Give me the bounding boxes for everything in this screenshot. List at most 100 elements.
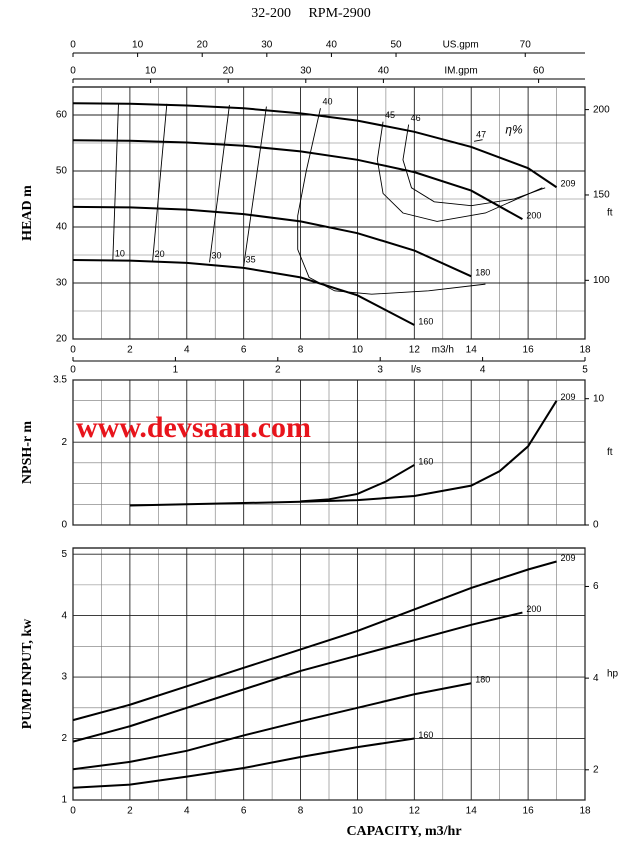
curve-label: 209 — [561, 392, 576, 402]
y-tick-label: 2 — [61, 437, 67, 448]
secondary-tick-label: 1 — [173, 365, 179, 376]
efficiency-label: 46 — [411, 113, 421, 123]
curve — [72, 102, 558, 189]
efficiency-label: 10 — [115, 248, 125, 258]
secondary-tick-label: 5 — [582, 365, 588, 376]
y2-tick-label: 10 — [593, 393, 605, 404]
secondary-tick-label: 30 — [300, 66, 312, 77]
y-tick-label: 20 — [56, 334, 68, 345]
efficiency-curve — [402, 124, 546, 207]
x-tick-label: 14 — [466, 345, 478, 356]
efficiency-label: 35 — [246, 255, 256, 265]
curve-label: 160 — [418, 456, 433, 466]
secondary-tick-label: 50 — [390, 40, 402, 51]
x-tick-label: 0 — [70, 345, 76, 356]
curve-label: 209 — [561, 553, 576, 563]
x-tick-label: 16 — [523, 806, 535, 817]
x-tick-label: 12 — [409, 806, 421, 817]
secondary-tick-label: 20 — [223, 66, 235, 77]
secondary-tick-label: 0 — [70, 66, 76, 77]
y2-tick-label: 150 — [593, 190, 610, 201]
curve — [72, 139, 523, 221]
y2-tick-label: 100 — [593, 275, 610, 286]
y2-tick-label: 200 — [593, 104, 610, 115]
x-tick-label: 12 — [409, 345, 421, 356]
x-tick-label: 16 — [523, 345, 535, 356]
curve — [300, 464, 415, 503]
secondary-tick-label: 60 — [533, 66, 545, 77]
y-axis-title: PUMP INPUT, kw — [20, 618, 35, 729]
y-tick-label: 2 — [61, 733, 67, 744]
x-tick-label: 4 — [184, 345, 190, 356]
y-tick-label: 30 — [56, 278, 68, 289]
y-tick-label: 1 — [61, 795, 67, 806]
secondary-tick-label: 10 — [145, 66, 157, 77]
efficiency-label: 47 — [476, 130, 486, 140]
x-tick-label: 10 — [352, 806, 364, 817]
y-tick-label: 5 — [61, 549, 67, 560]
curve-label: 200 — [526, 211, 541, 221]
y-tick-label: 50 — [56, 166, 68, 177]
x-tick-label: 0 — [70, 806, 76, 817]
efficiency-curve — [297, 108, 486, 295]
y2-tick-label: 4 — [593, 673, 599, 684]
secondary-tick-label: 10 — [132, 40, 144, 51]
efficiency-curve — [376, 121, 543, 222]
x-tick-label: 2 — [127, 806, 133, 817]
curve-label: 209 — [561, 179, 576, 189]
secondary-tick-label: 2 — [275, 365, 281, 376]
y-tick-label: 3.5 — [53, 375, 67, 386]
secondary-tick-label: 4 — [480, 365, 486, 376]
y-tick-label: 3 — [61, 672, 67, 683]
efficiency-curve — [209, 104, 230, 263]
y2-tick-label: 0 — [593, 520, 599, 531]
secondary-axis-label: l/s — [411, 365, 421, 376]
efficiency-label: 30 — [212, 251, 222, 261]
secondary-tick-label: 40 — [378, 66, 390, 77]
curve-label: 200 — [526, 604, 541, 614]
secondary-tick-label: 0 — [70, 365, 76, 376]
secondary-axis-label: IM.gpm — [444, 66, 477, 77]
y-axis-title: HEAD m — [20, 185, 35, 241]
y2-axis-title: ft — [607, 208, 613, 219]
secondary-tick-label: 0 — [70, 40, 76, 51]
curve — [72, 205, 472, 278]
y2-axis-title: ft — [607, 447, 613, 458]
x-tick-label: 18 — [579, 806, 591, 817]
x-tick-label: 6 — [241, 345, 247, 356]
curve-label: 160 — [418, 730, 433, 740]
y2-tick-label: 6 — [593, 581, 599, 592]
efficiency-label: 20 — [155, 249, 165, 259]
y-tick-label: 0 — [61, 520, 67, 531]
efficiency-label: 45 — [385, 110, 395, 120]
curve — [72, 560, 557, 722]
secondary-tick-label: 3 — [377, 365, 383, 376]
x-tick-label: 10 — [352, 345, 364, 356]
curve-label: 180 — [475, 675, 490, 685]
x-tick-label: 2 — [127, 345, 133, 356]
curve — [72, 259, 415, 326]
efficiency-curve — [152, 103, 168, 261]
efficiency-curve — [243, 106, 267, 267]
secondary-tick-label: 70 — [520, 40, 532, 51]
watermark: www.devsaan.com — [76, 411, 311, 444]
x-tick-label: 18 — [579, 345, 591, 356]
curve-label: 160 — [418, 316, 433, 326]
x-unit-label: m3/h — [432, 345, 454, 356]
secondary-tick-label: 30 — [261, 40, 273, 51]
secondary-tick-label: 40 — [326, 40, 338, 51]
efficiency-label: 40 — [322, 97, 332, 107]
y-tick-label: 4 — [61, 610, 67, 621]
x-tick-label: 14 — [466, 806, 478, 817]
secondary-axis-label: US.gpm — [443, 40, 479, 51]
curve — [72, 682, 472, 771]
efficiency-curve — [473, 139, 483, 142]
x-axis-title: CAPACITY, m3/hr — [346, 824, 461, 839]
curve — [72, 737, 415, 789]
efficiency-curve — [112, 103, 119, 261]
y-tick-label: 40 — [56, 222, 68, 233]
curve-label: 180 — [475, 268, 490, 278]
curve — [129, 400, 558, 507]
curve — [72, 611, 523, 743]
